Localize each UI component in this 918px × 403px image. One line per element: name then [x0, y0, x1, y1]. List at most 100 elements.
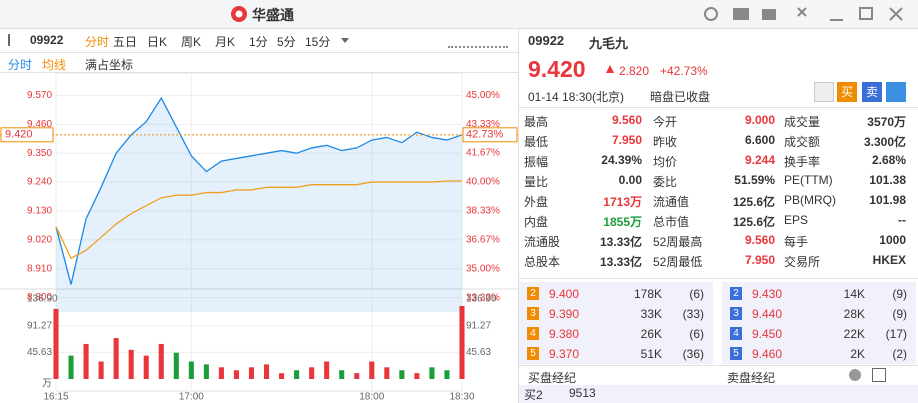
period-tab[interactable]: 五日	[113, 35, 138, 49]
level: 5	[730, 347, 742, 360]
volume-bar	[414, 373, 420, 379]
stat-value: 51.59%	[734, 173, 775, 187]
stat-value: 3570万	[867, 115, 906, 129]
book-qty: 14K	[843, 287, 865, 301]
book-price: 9.370	[549, 347, 580, 361]
volume-bar	[459, 305, 465, 379]
level: 2	[730, 287, 742, 300]
book-price: 9.390	[549, 307, 580, 321]
period-tab[interactable]: 5分	[277, 35, 296, 49]
volume-bar	[83, 343, 89, 379]
y-tick-label: 9.130	[27, 206, 52, 217]
volume-bar	[173, 352, 179, 379]
collapse-icon[interactable]	[849, 369, 861, 381]
stat-label: PB(MRQ)	[784, 193, 836, 207]
broker-row-bg	[519, 385, 918, 403]
stat-label: 52周最低	[653, 255, 703, 269]
current-price-label: 9.420	[5, 129, 33, 141]
volume-bar	[158, 343, 164, 379]
stats-divider	[519, 107, 918, 108]
period-tab[interactable]: 日K	[147, 35, 168, 49]
y-tick-label: 9.570	[27, 90, 52, 101]
level: 3	[527, 307, 539, 320]
volume-bar	[354, 373, 360, 379]
book-qty: 33K	[640, 307, 662, 321]
level: 2	[527, 287, 539, 300]
x-tick-label: 18:00	[359, 392, 384, 403]
sub-tab[interactable]: 分时	[8, 58, 33, 72]
stat-label: 交易所	[784, 255, 821, 269]
volume-bar	[324, 361, 330, 379]
options-icon[interactable]	[872, 368, 886, 382]
quote-change: 2.820	[619, 64, 650, 78]
volume-tick-label-right: 45.63	[466, 347, 491, 358]
level: 3	[730, 307, 742, 320]
stat-value: 9.560	[611, 113, 642, 127]
stat-value: 1000	[879, 233, 906, 247]
current-pct-label: 42.73%	[466, 129, 504, 141]
series-line	[55, 96, 463, 285]
sub-tab[interactable]: 均线	[42, 58, 67, 72]
window-icons[interactable]	[700, 4, 910, 24]
stat-value: 125.6亿	[732, 215, 775, 229]
y2-tick-label: 40.00%	[466, 177, 500, 188]
sell-button[interactable]: 卖	[862, 82, 882, 102]
tool-icons[interactable]	[448, 34, 508, 48]
stat-label: 最高	[524, 115, 549, 129]
period-tab[interactable]: 1分	[249, 35, 268, 49]
period-tab[interactable]: 15分	[305, 35, 331, 49]
volume-tick-label: 45.63	[27, 347, 52, 358]
period-tab[interactable]: 分时	[85, 35, 110, 49]
stat-value: 9.560	[744, 233, 775, 247]
volume-bar	[203, 364, 209, 379]
stat-label: 换手率	[784, 155, 821, 169]
sub-tab[interactable]: 满占坐标	[85, 58, 134, 72]
broker-label: 买2	[524, 388, 543, 402]
volume-tick-label: 91.27	[27, 320, 52, 331]
volume-bar	[339, 370, 345, 379]
quote-change-pct: +42.73%	[660, 64, 708, 78]
alert-button[interactable]	[814, 82, 834, 102]
period-tab[interactable]: 月K	[215, 35, 236, 49]
stat-label: PE(TTM)	[784, 173, 833, 187]
y-tick-label: 8.910	[27, 263, 52, 274]
volume-bar	[294, 370, 300, 379]
book-count: (6)	[689, 327, 704, 341]
stat-value: 9.000	[744, 113, 775, 127]
volume-tick-label-right: 91.27	[466, 320, 491, 331]
stat-label: 外盘	[524, 195, 549, 209]
period-tab[interactable]: 周K	[181, 35, 202, 49]
x-tick-label: 18:30	[449, 392, 474, 403]
volume-bar	[68, 355, 74, 379]
stat-value: --	[898, 213, 906, 227]
stat-label: 最低	[524, 135, 549, 149]
y-tick-label: 9.460	[27, 119, 52, 130]
x-tick-label: 16:15	[43, 392, 68, 403]
add-button[interactable]	[886, 82, 906, 102]
up-arrow	[606, 65, 614, 73]
book-price: 9.460	[752, 347, 783, 361]
stock-code: 09922	[30, 33, 64, 47]
level: 5	[527, 347, 539, 360]
stat-value: HKEX	[872, 253, 906, 267]
y2-tick-label: 35.00%	[466, 263, 500, 274]
volume-bar	[143, 355, 149, 379]
stat-label: 总市值	[653, 215, 690, 229]
volume-bar	[384, 367, 390, 379]
stat-label: 委比	[653, 175, 678, 189]
series-line	[55, 180, 462, 260]
buy-button[interactable]: 买	[837, 82, 857, 102]
tab-dropdown[interactable]	[341, 38, 349, 43]
logo-icon	[231, 6, 247, 22]
book-count: (6)	[689, 287, 704, 301]
y2-tick-label: 43.33%	[466, 119, 500, 130]
stat-value: 13.33亿	[599, 235, 642, 249]
book-qty: 28K	[843, 307, 865, 321]
y2-tick-label: 33.33%	[466, 292, 500, 303]
stat-value: 1713万	[603, 195, 642, 209]
book-price: 9.380	[549, 327, 580, 341]
stat-value: 7.950	[611, 133, 642, 147]
buy-brokers-title: 买盘经纪	[528, 371, 577, 385]
y-tick-label: 9.020	[27, 234, 52, 245]
